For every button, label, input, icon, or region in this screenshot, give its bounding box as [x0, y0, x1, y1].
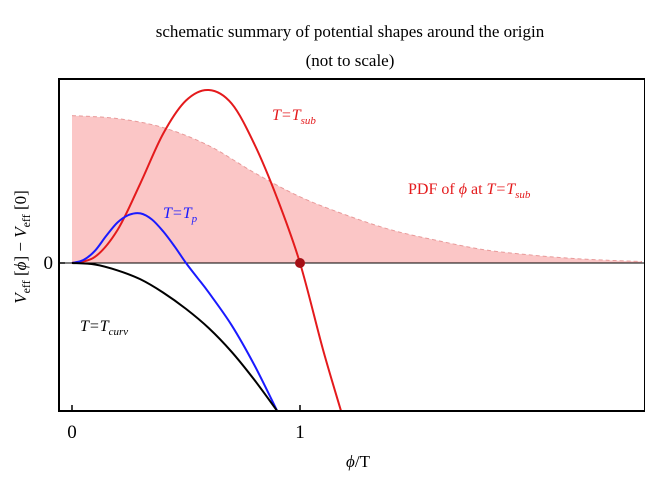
- y-tick-label-0: 0: [44, 253, 54, 274]
- y-axis-label-part-2: [: [11, 270, 30, 280]
- intersection-marker: [295, 258, 305, 268]
- plot-frame: [58, 78, 645, 412]
- label-t-p-subscript: p: [191, 213, 198, 225]
- y-axis-label-part-7: eff: [19, 214, 33, 227]
- y-axis-label: Veff [ϕ] − Veff [0]: [11, 190, 33, 304]
- label-pdf-text: PDF of: [408, 181, 459, 198]
- label-pdf-main: T=T: [487, 181, 517, 198]
- y-axis-label-part-0: V: [11, 291, 30, 304]
- x-tick-label-0: 0: [67, 422, 77, 443]
- x-axis-label: ϕ/T: [346, 452, 371, 471]
- x-tick-label-1: 1: [295, 422, 305, 443]
- y-axis-label-part-4: ]: [11, 256, 30, 262]
- label-pdf-symbol: ϕ: [459, 181, 467, 198]
- pdf-layer: [71, 115, 643, 263]
- y-axis-label-part-5: −: [11, 238, 30, 256]
- series-line-sub: [71, 88, 342, 411]
- label-t-curv: T=Tcurv: [80, 318, 128, 338]
- label-t-p: T=Tp: [163, 205, 198, 225]
- label-pdf-subscript: sub: [515, 189, 531, 201]
- tick-layer: 0 1 0: [44, 253, 305, 443]
- pdf-area: [72, 115, 642, 263]
- label-pdf-at: at: [467, 181, 487, 198]
- label-t-curv-main: T=T: [80, 318, 110, 335]
- y-axis-label-part-6: V: [11, 225, 30, 238]
- y-axis-label-part-8: [0]: [11, 190, 30, 214]
- label-t-sub-subscript: sub: [301, 115, 317, 127]
- x-axis-label-rest: /T: [355, 452, 371, 471]
- series-layer: [71, 88, 342, 411]
- chart-subtitle: (not to scale): [306, 51, 395, 70]
- y-axis-label-part-3: ϕ: [11, 261, 30, 270]
- chart-title: schematic summary of potential shapes ar…: [156, 22, 545, 41]
- label-t-sub-main: T=T: [272, 107, 302, 124]
- label-t-p-main: T=T: [163, 205, 193, 222]
- label-t-curv-subscript: curv: [109, 326, 129, 338]
- label-pdf: PDF of ϕ at T=Tsub: [408, 181, 531, 201]
- x-axis-label-symbol: ϕ: [346, 452, 355, 471]
- y-axis-label-part-1: eff: [19, 280, 33, 293]
- series-line-curv: [71, 262, 279, 411]
- marker-layer: [295, 258, 305, 268]
- series-line-p: [71, 212, 279, 411]
- label-t-sub: T=Tsub: [272, 107, 316, 127]
